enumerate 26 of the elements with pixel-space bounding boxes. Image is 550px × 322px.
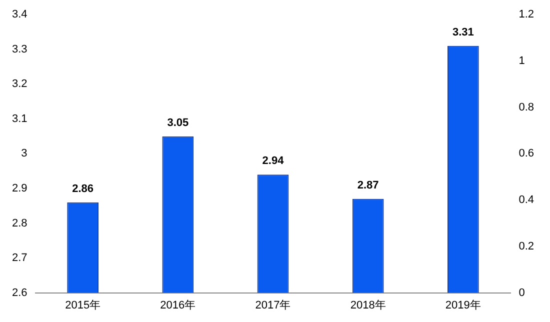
y2-tick-label: 0.8 xyxy=(518,101,534,114)
x-tick-label: 2015年 xyxy=(65,299,101,312)
y-tick-label: 3 xyxy=(21,148,28,160)
y-tick-label: 2.9 xyxy=(12,182,28,195)
x-tick-label: 2016年 xyxy=(160,299,196,312)
y-tick-label: 3.3 xyxy=(12,43,28,56)
y-tick-label: 3.4 xyxy=(12,8,28,21)
y2-tick-label: 0.6 xyxy=(518,148,534,160)
y-tick-label: 2.6 xyxy=(12,286,28,299)
y2-tick-label: 0.4 xyxy=(518,194,534,206)
y-tick-label: 3.2 xyxy=(12,78,28,90)
y2-tick-label: 1 xyxy=(518,55,525,67)
x-tick-label: 2017年 xyxy=(255,299,291,312)
y2-tick-label: 1.2 xyxy=(518,8,534,21)
x-tick-label: 2019年 xyxy=(445,299,481,312)
data-label: 2.87 xyxy=(357,179,379,192)
y-tick-label: 3.1 xyxy=(12,112,28,125)
data-label: 2.86 xyxy=(72,182,94,195)
data-label: 2.94 xyxy=(262,155,285,168)
y2-tick-label: 0.2 xyxy=(518,240,534,252)
y2-tick-label: 0 xyxy=(518,286,525,299)
data-label: 3.05 xyxy=(167,116,189,129)
y-tick-label: 2.7 xyxy=(12,252,28,264)
x-tick-label: 2018年 xyxy=(350,299,386,312)
y-tick-label: 2.8 xyxy=(12,217,28,230)
data-label: 3.31 xyxy=(452,26,474,38)
